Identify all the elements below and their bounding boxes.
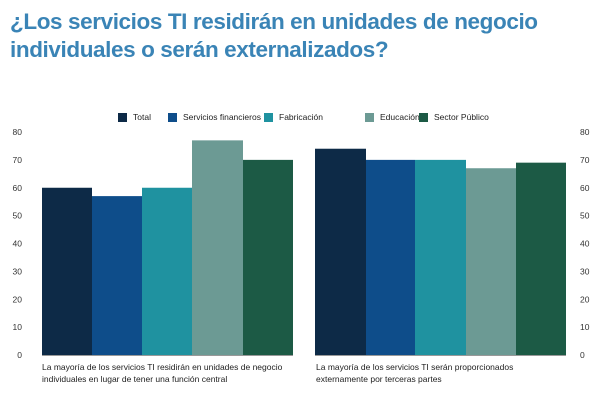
legend-swatch: [419, 112, 428, 122]
legend-swatch: [365, 112, 374, 122]
legend: Total Servicios financieros Fabricación Edu…: [0, 112, 600, 128]
legend-swatch: [118, 112, 127, 122]
bar: [466, 168, 516, 355]
bar: [192, 140, 243, 355]
y-tick-label: 40: [580, 239, 590, 249]
y-tick-label: 10: [13, 322, 23, 332]
y-tick-label: 50: [13, 211, 23, 221]
y-tick-label: 30: [580, 266, 590, 276]
y-tick-label: 70: [13, 155, 23, 165]
y-tick-label: 80: [13, 127, 23, 137]
bar: [366, 159, 415, 355]
bar: [315, 148, 366, 355]
legend-item: Educación: [365, 112, 420, 122]
legend-label: Servicios financieros: [183, 112, 261, 122]
legend-swatch: [264, 112, 273, 122]
left-chart-caption: La mayoría de los servicios TI residirán…: [42, 362, 283, 384]
legend-label: Total: [133, 112, 151, 122]
legend-item: Sector Público: [419, 112, 489, 122]
legend-item: Servicios financieros: [168, 112, 261, 122]
y-tick-label: 20: [580, 294, 590, 304]
bar: [516, 162, 566, 355]
legend-item: Total: [118, 112, 151, 122]
y-tick-label: 0: [580, 350, 585, 360]
legend-swatch: [168, 112, 177, 122]
y-tick-label: 40: [13, 239, 23, 249]
bar: [42, 187, 92, 355]
right-chart-caption: La mayoría de los servicios TI serán pro…: [316, 362, 514, 384]
y-tick-label: 50: [580, 211, 590, 221]
bar: [92, 196, 142, 355]
y-tick-label: 60: [13, 183, 23, 193]
legend-item: Fabricación: [264, 112, 323, 122]
bar: [243, 159, 293, 355]
y-tick-label: 80: [580, 127, 590, 137]
bar: [415, 159, 466, 355]
y-tick-label: 20: [13, 294, 23, 304]
y-tick-label: 30: [13, 266, 23, 276]
bar: [142, 187, 192, 355]
y-tick-label: 0: [17, 350, 22, 360]
legend-label: Educación: [380, 112, 420, 122]
y-tick-label: 70: [580, 155, 590, 165]
chart-title: ¿Los servicios TI residirán en unidades …: [10, 9, 538, 62]
legend-label: Fabricación: [279, 112, 323, 122]
y-tick-label: 10: [580, 322, 590, 332]
y-tick-label: 60: [580, 183, 590, 193]
legend-label: Sector Público: [434, 112, 489, 122]
